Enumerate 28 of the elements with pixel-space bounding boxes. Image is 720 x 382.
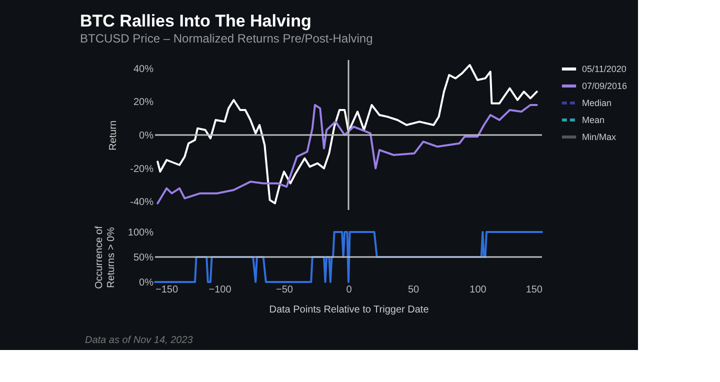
legend-label: Mean [582,115,605,125]
chart-title: BTC Rallies Into The Halving [80,11,312,30]
legend-label: 05/11/2020 [582,64,626,74]
y-tick-label: 0% [139,278,154,288]
x-tick-label: 100 [470,284,487,296]
y-axis-title: Occurrence of Returns > 0% [94,226,117,289]
legend-label: Min/Max [582,132,617,142]
x-axis-title: Data Points Relative to Trigger Date [269,304,430,316]
y-tick-label: 100% [128,228,154,238]
legend-label: 07/09/2016 [582,81,628,91]
y-tick-label: -20% [130,164,154,175]
line-series [156,64,538,204]
line-series [156,104,538,204]
y-tick-label: -40% [130,197,154,208]
y-tick-label: 0% [139,130,154,142]
x-tick-label: −150 [156,284,178,296]
y-axis-title: Return [108,120,120,151]
x-tick-label: −100 [208,284,232,296]
y-tick-label: 20% [133,97,154,108]
text: Data as of Nov 14, 2023 [85,335,194,346]
x-tick-label: 150 [526,284,543,296]
chart-subtitle: BTCUSD Price – Normalized Returns Pre/Post-Halving [80,31,373,46]
y-tick-label: 50% [133,252,154,264]
x-tick-label: 50 [408,284,420,296]
y-tick-label: 40% [133,64,154,75]
x-tick-label: 0 [346,284,352,296]
x-tick-label: −50 [276,284,294,296]
legend-label: Median [582,98,612,108]
